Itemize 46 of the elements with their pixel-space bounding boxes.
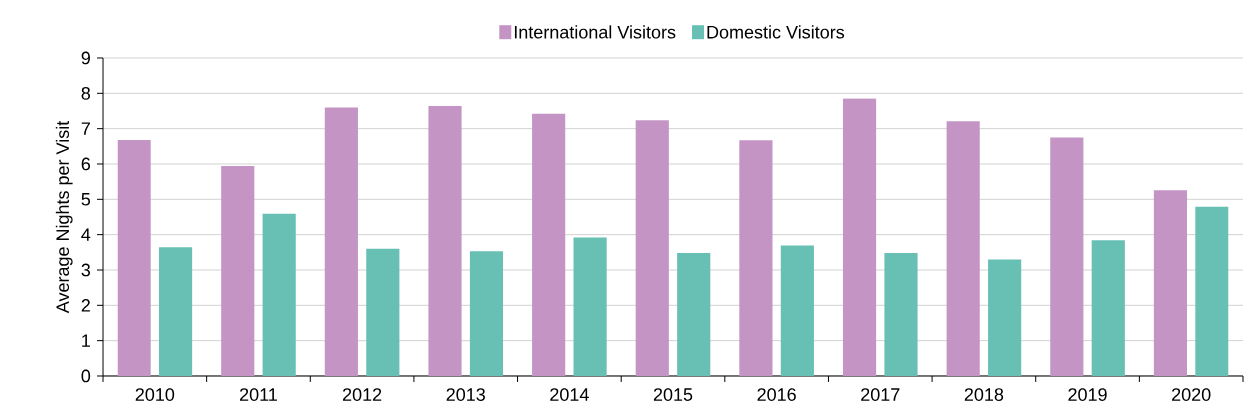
bar bbox=[1195, 206, 1229, 376]
x-tick-label: 2013 bbox=[446, 388, 485, 401]
x-tick-label: 2019 bbox=[1068, 388, 1107, 401]
y-tick-label: 2 bbox=[81, 299, 90, 312]
x-tick-label: 2014 bbox=[550, 388, 589, 401]
bar bbox=[1091, 240, 1125, 376]
x-tick-label: 2012 bbox=[342, 388, 382, 401]
bar bbox=[988, 259, 1022, 376]
x-tick-label: 2017 bbox=[861, 388, 900, 401]
bar bbox=[1050, 137, 1084, 376]
x-tick-label: 2020 bbox=[1172, 388, 1211, 401]
bar bbox=[262, 213, 296, 376]
bar bbox=[1153, 190, 1188, 376]
y-tick-label: 3 bbox=[81, 263, 91, 277]
bar bbox=[739, 140, 773, 376]
bar bbox=[780, 245, 814, 376]
y-tick-label: 5 bbox=[81, 193, 91, 206]
bar bbox=[469, 251, 504, 376]
bar bbox=[117, 139, 151, 376]
bar bbox=[532, 113, 566, 376]
bar bbox=[324, 107, 358, 376]
bar bbox=[842, 98, 877, 376]
y-tick-label: 4 bbox=[81, 228, 91, 241]
bar bbox=[428, 106, 462, 376]
y-tick-label: 0 bbox=[81, 369, 91, 383]
y-tick-label: 1 bbox=[82, 334, 90, 347]
y-tick-label: 9 bbox=[81, 51, 90, 65]
bar bbox=[946, 121, 980, 376]
x-tick-label: 2016 bbox=[757, 388, 796, 401]
y-tick-label: 7 bbox=[81, 122, 90, 135]
bar bbox=[158, 247, 193, 376]
x-tick-label: 2010 bbox=[135, 388, 175, 401]
y-tick-label: 8 bbox=[81, 86, 91, 100]
bar bbox=[366, 248, 400, 376]
y-axis-title: Average Nights per Visit bbox=[55, 120, 73, 314]
x-tick-label: 2015 bbox=[653, 388, 693, 401]
bar bbox=[635, 120, 669, 376]
y-tick-label: 6 bbox=[81, 157, 91, 171]
bar bbox=[677, 253, 711, 376]
bar bbox=[573, 237, 607, 376]
legend-label: Domestic Visitors bbox=[707, 25, 845, 39]
bar bbox=[221, 166, 255, 376]
x-tick-label: 2011 bbox=[240, 388, 277, 401]
legend-label: International Visitors bbox=[514, 25, 676, 39]
bar bbox=[884, 253, 918, 376]
x-tick-label: 2018 bbox=[964, 388, 1004, 401]
